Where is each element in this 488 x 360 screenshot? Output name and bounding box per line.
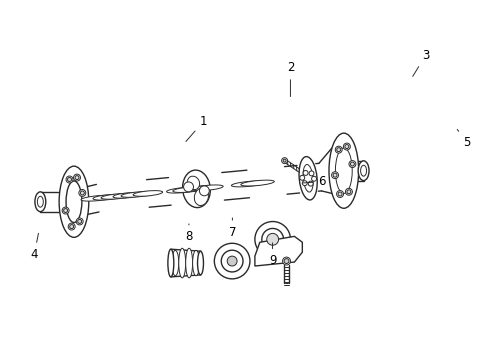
Ellipse shape <box>179 248 185 278</box>
Ellipse shape <box>35 192 46 212</box>
Ellipse shape <box>66 181 81 222</box>
Circle shape <box>227 256 237 266</box>
Ellipse shape <box>331 172 338 179</box>
Ellipse shape <box>337 192 341 196</box>
Ellipse shape <box>69 225 74 229</box>
Circle shape <box>303 170 307 175</box>
Ellipse shape <box>67 177 71 181</box>
Ellipse shape <box>192 250 199 276</box>
Ellipse shape <box>113 193 142 198</box>
Circle shape <box>308 171 313 176</box>
Ellipse shape <box>336 190 343 198</box>
Ellipse shape <box>194 188 208 206</box>
Ellipse shape <box>336 148 340 152</box>
Ellipse shape <box>357 161 368 181</box>
Ellipse shape <box>348 161 355 167</box>
Ellipse shape <box>63 208 67 212</box>
Ellipse shape <box>335 148 351 193</box>
Circle shape <box>254 221 290 257</box>
Ellipse shape <box>101 193 134 199</box>
Text: 3: 3 <box>412 49 428 76</box>
Text: 4: 4 <box>30 233 39 261</box>
Ellipse shape <box>182 170 210 208</box>
Ellipse shape <box>303 165 313 192</box>
Circle shape <box>266 233 278 245</box>
Ellipse shape <box>167 249 173 277</box>
Ellipse shape <box>328 133 358 208</box>
Ellipse shape <box>171 250 179 276</box>
Circle shape <box>261 229 283 250</box>
Circle shape <box>307 181 312 186</box>
Ellipse shape <box>346 190 350 194</box>
Ellipse shape <box>350 162 354 166</box>
Ellipse shape <box>344 145 348 149</box>
Ellipse shape <box>78 220 81 224</box>
Ellipse shape <box>66 176 73 183</box>
Ellipse shape <box>121 192 154 197</box>
Ellipse shape <box>185 185 217 191</box>
Ellipse shape <box>345 188 352 195</box>
Ellipse shape <box>281 158 287 163</box>
Ellipse shape <box>80 191 84 195</box>
Ellipse shape <box>62 207 69 214</box>
Ellipse shape <box>187 176 199 190</box>
Ellipse shape <box>81 195 114 201</box>
Ellipse shape <box>231 181 264 187</box>
Text: 6: 6 <box>302 175 325 188</box>
Text: 8: 8 <box>185 224 192 243</box>
Ellipse shape <box>299 157 317 200</box>
Ellipse shape <box>68 223 75 230</box>
Ellipse shape <box>93 194 122 200</box>
Text: 5: 5 <box>456 129 469 149</box>
Ellipse shape <box>360 165 366 176</box>
Text: 2: 2 <box>286 61 294 96</box>
Circle shape <box>183 182 193 192</box>
Circle shape <box>221 250 243 272</box>
Ellipse shape <box>191 185 223 191</box>
Circle shape <box>199 186 209 196</box>
Ellipse shape <box>197 251 203 275</box>
Circle shape <box>302 181 306 186</box>
Circle shape <box>214 243 249 279</box>
Circle shape <box>311 176 316 181</box>
Ellipse shape <box>335 146 342 153</box>
Polygon shape <box>254 237 302 266</box>
Ellipse shape <box>332 173 336 177</box>
Ellipse shape <box>79 189 85 197</box>
Ellipse shape <box>75 176 79 180</box>
Ellipse shape <box>173 187 204 193</box>
Ellipse shape <box>343 143 349 150</box>
Ellipse shape <box>59 166 89 237</box>
Circle shape <box>299 175 304 180</box>
Ellipse shape <box>73 174 81 181</box>
Ellipse shape <box>284 258 288 264</box>
Ellipse shape <box>185 248 192 278</box>
Ellipse shape <box>240 180 274 186</box>
Text: 9: 9 <box>268 243 276 267</box>
Ellipse shape <box>76 218 83 225</box>
Ellipse shape <box>282 257 290 265</box>
Text: 7: 7 <box>228 218 236 239</box>
Ellipse shape <box>37 196 43 207</box>
Ellipse shape <box>283 159 285 162</box>
Ellipse shape <box>133 190 163 196</box>
Ellipse shape <box>166 187 198 193</box>
Text: 1: 1 <box>185 115 207 141</box>
